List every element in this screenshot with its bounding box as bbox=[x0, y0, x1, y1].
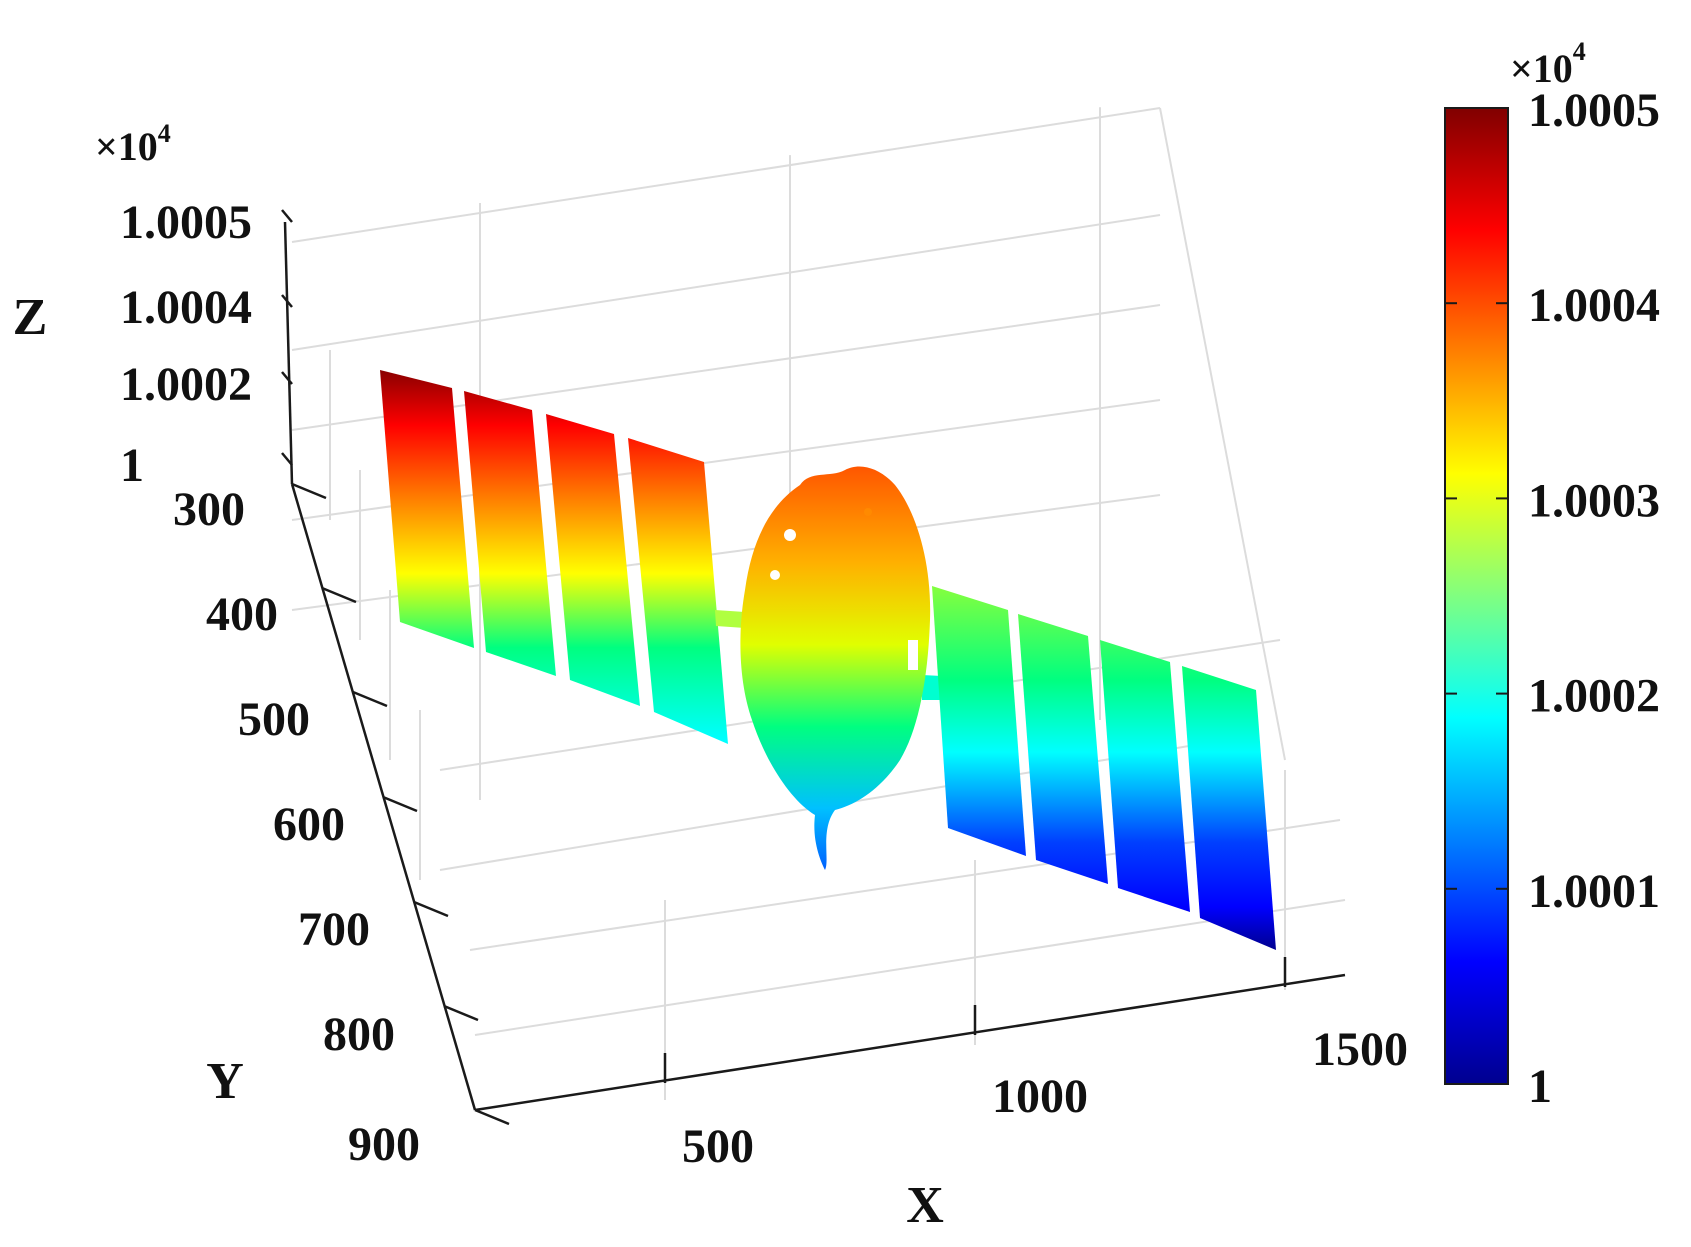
body-detail-2 bbox=[770, 570, 780, 580]
x-tick-label: 500 bbox=[682, 1120, 754, 1173]
z-tick-label: 1.0002 bbox=[120, 358, 252, 411]
colorbar: 1 1.0001 1.0002 1.0003 1.0004 1.0005 ×104 bbox=[1444, 37, 1660, 1113]
z-tick-mark bbox=[281, 209, 293, 223]
left-panel-segment-1 bbox=[380, 370, 474, 648]
z-axis-label: Z bbox=[13, 289, 48, 346]
y-tick-mark bbox=[443, 1004, 479, 1022]
right-panel-segment-4 bbox=[1182, 666, 1276, 950]
y-tick-label: 300 bbox=[173, 483, 245, 536]
y-tick-label: 900 bbox=[348, 1118, 420, 1171]
colorbar-tick-label: 1 bbox=[1528, 1060, 1552, 1113]
grid-line-back-horizontal bbox=[291, 214, 1161, 351]
left-solar-panel bbox=[380, 370, 728, 744]
y-tick-mark bbox=[291, 482, 327, 500]
body-detail-4 bbox=[864, 508, 872, 516]
y-tick-mark bbox=[352, 690, 388, 708]
left-panel-segment-4 bbox=[628, 438, 728, 744]
y-tick-mark bbox=[321, 586, 357, 604]
y-tick-label: 400 bbox=[206, 588, 278, 641]
left-panel-arm bbox=[715, 610, 745, 628]
point-cloud bbox=[380, 370, 1276, 950]
z-tick-label: 1.0005 bbox=[120, 196, 252, 249]
body-detail-1 bbox=[784, 529, 796, 541]
x-axis-line bbox=[474, 973, 1346, 1112]
x-axis-label: X bbox=[906, 1177, 944, 1234]
y-tick-mark bbox=[474, 1108, 510, 1126]
colorbar-tick-label: 1.0005 bbox=[1528, 84, 1660, 137]
body-detail-3 bbox=[908, 640, 918, 670]
colorbar-tick-label: 1.0004 bbox=[1528, 279, 1660, 332]
right-panel-arm bbox=[922, 675, 942, 700]
grid-line-floor bbox=[474, 899, 1346, 1036]
y-tick-label: 600 bbox=[273, 798, 345, 851]
z-axis-multiplier: ×104 bbox=[95, 119, 171, 169]
tick-labels: 1 1.0002 1.0004 1.0005 300 400 500 600 700 800 900… bbox=[120, 196, 1408, 1173]
body-shape bbox=[740, 466, 931, 870]
z-tick-mark bbox=[281, 294, 293, 308]
colorbar-tick-label: 1.0003 bbox=[1528, 474, 1660, 527]
z-tick-label: 1.0004 bbox=[120, 281, 252, 334]
y-tick-mark bbox=[413, 900, 449, 918]
colorbar-tick-label: 1.0001 bbox=[1528, 865, 1660, 918]
z-axis-line bbox=[283, 221, 294, 485]
z-tick-mark bbox=[281, 371, 293, 385]
satellite-body bbox=[740, 466, 931, 870]
x-tick-label: 1000 bbox=[992, 1070, 1088, 1123]
grid-line-back-horizontal bbox=[291, 107, 1161, 243]
y-tick-label: 500 bbox=[238, 693, 310, 746]
z-tick-label: 1 bbox=[120, 439, 144, 492]
y-tick-label: 800 bbox=[323, 1008, 395, 1061]
grid-line-back-edge bbox=[1159, 107, 1286, 761]
right-panel-segment-1 bbox=[932, 586, 1026, 856]
left-panel-segment-2 bbox=[464, 391, 556, 676]
y-tick-mark bbox=[382, 795, 418, 813]
colorbar-multiplier: ×104 bbox=[1510, 37, 1586, 91]
colorbar-ticks: 1 1.0001 1.0002 1.0003 1.0004 1.0005 bbox=[1445, 84, 1660, 1113]
z-tick-mark bbox=[281, 452, 293, 466]
colorbar-tick-label: 1.0002 bbox=[1528, 670, 1660, 723]
y-axis-label: Y bbox=[206, 1053, 244, 1110]
axes-lines bbox=[281, 209, 1346, 1126]
right-panel-segment-3 bbox=[1100, 640, 1190, 912]
y-tick-label: 700 bbox=[298, 903, 370, 956]
right-solar-panel bbox=[932, 586, 1276, 950]
left-panel-segment-3 bbox=[546, 414, 640, 706]
x-tick-label: 1500 bbox=[1312, 1023, 1408, 1076]
colorbar-gradient bbox=[1444, 107, 1509, 1085]
right-panel-segment-2 bbox=[1018, 614, 1108, 884]
